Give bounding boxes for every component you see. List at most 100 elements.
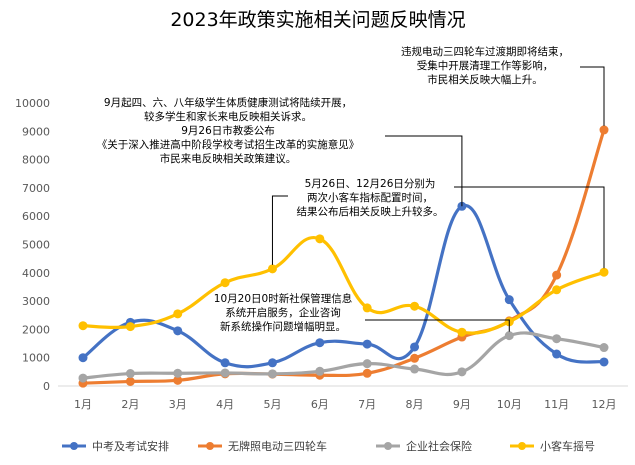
y-tick-label: 1000: [22, 352, 50, 365]
x-tick-label: 2月: [121, 398, 139, 411]
data-point: [552, 349, 562, 359]
series-0: [78, 201, 609, 369]
data-point: [552, 270, 562, 280]
series-1: [78, 125, 609, 388]
x-tick-label: 9月: [453, 398, 471, 411]
y-tick-label: 4000: [22, 267, 50, 280]
legend-marker: [70, 442, 78, 450]
annotation-text: 市民来电反映相关政策建议。: [160, 152, 297, 165]
data-point: [220, 368, 230, 378]
annotation-text: 结果公布后相关反映上升较多。: [297, 205, 444, 218]
y-tick-label: 7000: [22, 182, 50, 195]
data-point: [125, 322, 135, 332]
x-tick-label: 1月: [74, 398, 92, 411]
annotation-text: 较多学生和家长来电反映相关诉求。: [144, 110, 312, 123]
x-tick-label: 8月: [406, 398, 424, 411]
y-tick-label: 2000: [22, 323, 50, 336]
legend-item-3: 小客车摇号: [510, 439, 595, 453]
leader-line: [580, 66, 605, 126]
x-tick-label: 10月: [497, 398, 522, 411]
annotation-text: 9月起四、六、八年级学生体质健康测试将陆续开展，: [104, 96, 352, 109]
x-tick-label: 6月: [311, 398, 329, 411]
x-tick-label: 3月: [169, 398, 187, 411]
data-point: [315, 234, 325, 244]
series-line: [81, 235, 606, 335]
data-point: [362, 359, 372, 369]
annotation-education: 9月起四、六、八年级学生体质健康测试将陆续开展，较多学生和家长来电反映相关诉求。…: [97, 96, 463, 207]
legend-label: 无牌照电动三四轮车: [228, 439, 327, 453]
legend-label: 企业社会保险: [406, 439, 472, 453]
leader-line: [365, 319, 510, 332]
data-point: [315, 366, 325, 376]
annotation-tricycle: 违规电动三四轮车过渡期即将结束，受集中开展清理工作等影响，市民相关反映大幅上升。: [401, 45, 605, 126]
annotation-text: 受集中开展清理工作等影响，: [417, 59, 554, 72]
annotation-text: 10月20日0时新社保管理信息: [214, 292, 352, 305]
x-tick-label: 12月: [592, 398, 617, 411]
annotation-text: 两次小客车指标配置时间，: [307, 191, 433, 204]
data-point: [457, 367, 467, 377]
x-tick-label: 11月: [544, 398, 569, 411]
legend-marker: [384, 442, 392, 450]
data-point: [220, 358, 230, 368]
data-point: [552, 285, 562, 295]
annotation-text: 市民相关反映大幅上升。: [427, 73, 543, 86]
data-point: [315, 338, 325, 348]
data-point: [599, 357, 609, 367]
data-point: [599, 267, 609, 277]
annotation-text: 系统开启服务，企业咨询: [225, 306, 341, 319]
y-tick-label: 9000: [22, 125, 50, 138]
legend-item-1: 无牌照电动三四轮车: [198, 439, 327, 453]
legend-item-2: 企业社会保险: [376, 439, 472, 453]
data-point: [125, 369, 135, 379]
data-point: [267, 369, 277, 379]
leader-line: [454, 186, 605, 269]
data-point: [267, 358, 277, 368]
data-point: [457, 327, 467, 337]
data-point: [220, 278, 230, 288]
data-point: [410, 342, 420, 352]
x-tick-label: 5月: [263, 398, 281, 411]
data-point: [362, 339, 372, 349]
data-point: [504, 331, 514, 341]
annotation-text: 5月26日、12月26日分别为: [305, 178, 436, 190]
annotation-text: 9月26日市教委公布: [181, 124, 275, 137]
data-point: [599, 125, 609, 135]
series-2: [78, 331, 609, 383]
data-point: [504, 295, 514, 305]
y-tick-label: 10000: [15, 97, 50, 110]
annotation-text: 新系统操作问题增幅明显。: [220, 320, 346, 333]
data-point: [173, 375, 183, 385]
y-tick-label: 0: [43, 380, 50, 393]
data-point: [410, 353, 420, 363]
annotation-text: 《关于深入推进高中阶段学校考试招生改革的实施意见》: [97, 138, 360, 151]
y-tick-label: 6000: [22, 210, 50, 223]
legend-label: 中考及考试安排: [92, 439, 169, 453]
data-point: [173, 326, 183, 336]
legend-item-0: 中考及考试安排: [62, 439, 169, 453]
annotation-text: 违规电动三四轮车过渡期即将结束，: [401, 45, 569, 58]
data-point: [267, 264, 277, 274]
x-tick-label: 7月: [358, 398, 376, 411]
x-tick-label: 4月: [216, 398, 234, 411]
data-point: [78, 321, 88, 331]
series-line: [81, 203, 606, 369]
series-line: [81, 331, 606, 380]
data-point: [78, 373, 88, 383]
y-tick-label: 3000: [22, 295, 50, 308]
legend-label: 小客车摇号: [540, 439, 595, 453]
annotation-car-lottery: 5月26日、12月26日分别为两次小客车指标配置时间，结果公布后相关反映上升较多…: [271, 178, 605, 269]
data-point: [125, 376, 135, 386]
series-line: [81, 128, 606, 385]
data-point: [362, 368, 372, 378]
leader-line: [385, 135, 463, 207]
y-tick-label: 5000: [22, 239, 50, 252]
data-point: [362, 303, 372, 313]
y-tick-label: 8000: [22, 154, 50, 167]
data-point: [410, 301, 420, 311]
leader-line: [271, 195, 288, 265]
legend-marker: [206, 442, 214, 450]
data-point: [410, 364, 420, 374]
